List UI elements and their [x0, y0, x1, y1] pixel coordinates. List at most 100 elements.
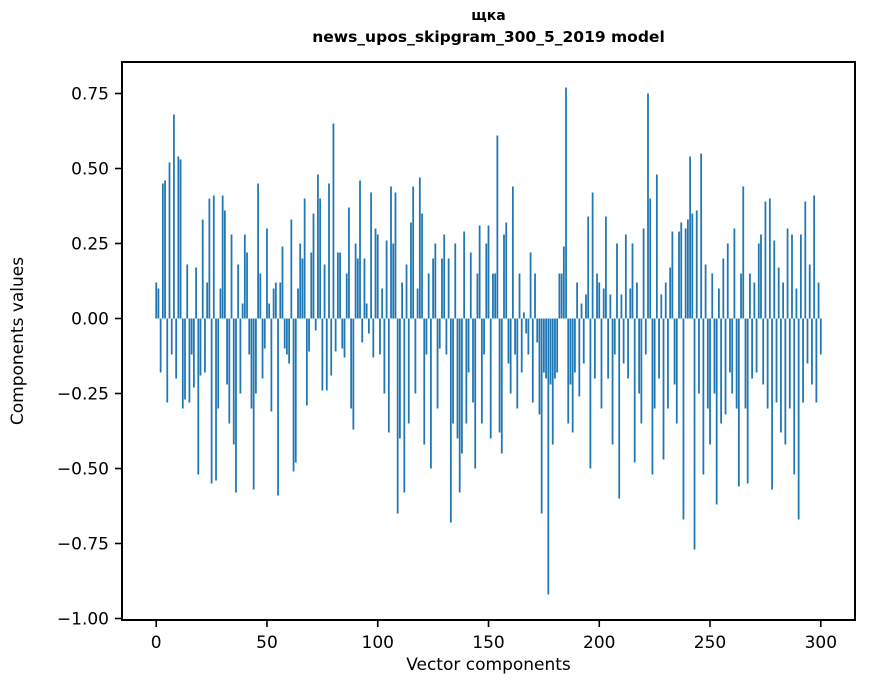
bar: [487, 225, 490, 319]
bar: [272, 288, 275, 319]
bar: [343, 318, 346, 358]
bar: [567, 318, 570, 424]
bar: [181, 318, 184, 409]
bar: [698, 318, 700, 394]
y-tick-label: 0.00: [71, 310, 109, 330]
bar: [469, 252, 472, 319]
bar: [804, 201, 807, 319]
bar: [385, 240, 388, 319]
bar: [283, 318, 286, 349]
bar: [192, 318, 195, 388]
bar: [596, 273, 598, 319]
bar: [498, 318, 501, 433]
bar: [673, 318, 676, 385]
bar: [735, 318, 738, 409]
bar: [392, 243, 395, 319]
bar: [317, 174, 319, 319]
bar: [305, 318, 308, 406]
bar: [797, 318, 800, 520]
bar: [299, 243, 302, 319]
bar: [589, 318, 592, 469]
bar: [159, 318, 162, 373]
bar: [250, 318, 253, 409]
bar: [230, 234, 233, 319]
bar: [390, 186, 392, 319]
bar: [574, 318, 576, 373]
bar: [560, 273, 563, 319]
bar: [799, 234, 802, 319]
bar: [483, 318, 485, 355]
bar: [587, 216, 590, 319]
bar: [416, 288, 419, 319]
bar: [642, 228, 645, 319]
bar: [525, 318, 528, 334]
bar: [199, 318, 202, 376]
bar: [675, 318, 678, 424]
bar: [303, 198, 306, 319]
bar: [545, 318, 547, 379]
bar: [210, 318, 213, 484]
bar: [485, 243, 488, 319]
bar: [718, 288, 720, 319]
bar: [686, 219, 689, 319]
bar: [157, 288, 160, 319]
bar: [649, 198, 652, 319]
bar: [452, 318, 454, 424]
bar: [441, 258, 443, 319]
bar: [744, 318, 747, 409]
bar: [551, 318, 554, 445]
bar: [310, 252, 313, 319]
bar: [301, 258, 304, 319]
bar: [248, 318, 251, 355]
bar: [226, 318, 228, 385]
bar: [354, 243, 357, 319]
bar: [819, 318, 822, 355]
bar: [401, 282, 403, 319]
bar: [580, 303, 583, 319]
bar: [766, 318, 769, 409]
bar: [288, 318, 291, 364]
bar: [217, 318, 220, 409]
bar: [531, 318, 534, 403]
bar: [669, 267, 672, 319]
x-axis-label: Vector components: [406, 655, 571, 675]
bar: [170, 318, 173, 355]
bar: [742, 186, 745, 319]
bar: [279, 282, 282, 319]
bar: [534, 273, 536, 319]
bar: [449, 318, 452, 523]
bar: [700, 153, 703, 319]
bar: [232, 318, 235, 445]
bar: [684, 228, 687, 319]
bar: [503, 234, 505, 319]
bar: [374, 228, 377, 319]
bar: [611, 318, 614, 445]
bar: [281, 246, 284, 319]
bar: [261, 318, 264, 379]
bar: [332, 123, 335, 319]
bar: [432, 258, 434, 319]
bar: [195, 267, 197, 319]
bar: [609, 294, 612, 319]
x-tick-label: 100: [362, 633, 394, 653]
bar: [624, 234, 627, 319]
bar: [414, 318, 417, 394]
bar: [286, 318, 288, 355]
bar: [255, 318, 257, 394]
bar: [184, 318, 186, 400]
bar: [177, 156, 180, 319]
bar: [472, 318, 474, 403]
bar: [463, 231, 466, 319]
bar: [221, 195, 224, 319]
bar: [399, 318, 401, 439]
bar: [215, 318, 217, 481]
bar: [664, 282, 667, 319]
bar: [653, 318, 656, 409]
bar: [662, 318, 665, 460]
chart-title-word: щка: [471, 8, 506, 24]
bar: [430, 318, 432, 469]
bar: [246, 252, 248, 319]
bar: [507, 318, 510, 364]
bar: [465, 318, 468, 424]
bar: [706, 318, 709, 409]
